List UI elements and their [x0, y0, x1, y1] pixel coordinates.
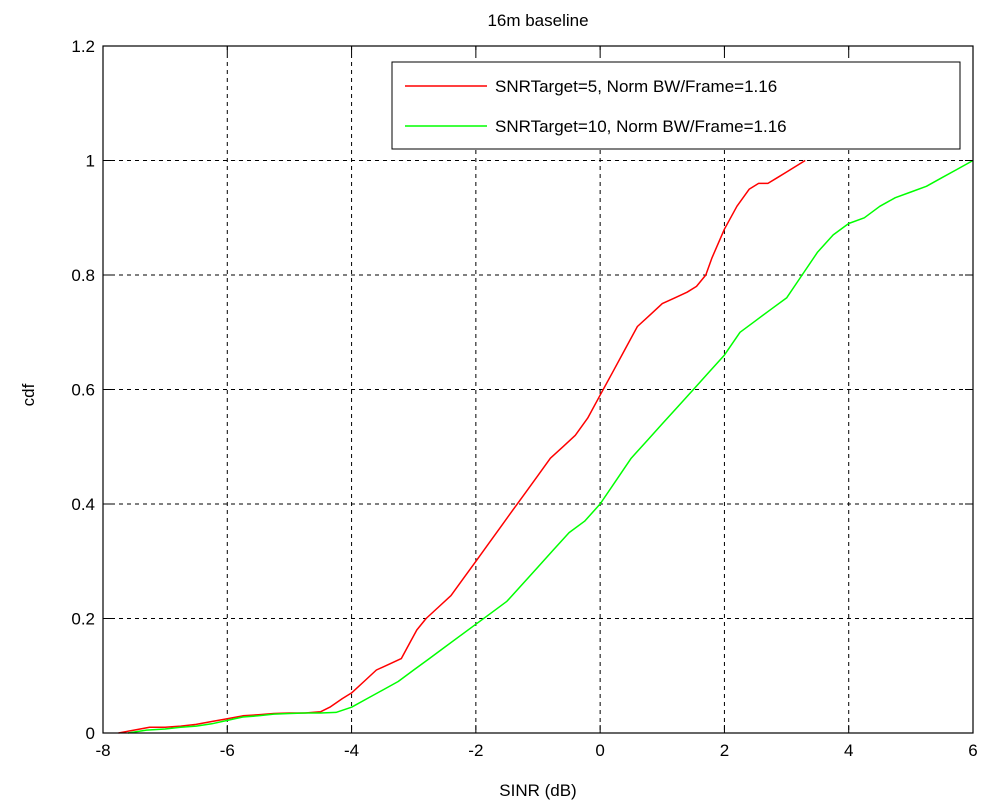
y-tick-label: 0.8	[71, 266, 95, 285]
x-tick-label: -2	[468, 741, 483, 760]
axis-ticks: -8 -6 -4 -2 0 2 4 6 0 0.2 0.4 0.6 0.8 1 1.2	[71, 37, 977, 760]
y-axis-label: cdf	[19, 383, 38, 406]
x-tick-label: 2	[720, 741, 729, 760]
y-tick-label: 0.4	[71, 495, 95, 514]
x-tick-label: 4	[844, 741, 853, 760]
x-tick-label: -6	[220, 741, 235, 760]
chart-title: 16m baseline	[487, 11, 588, 30]
legend-label-series-2: SNRTarget=10, Norm BW/Frame=1.16	[495, 117, 787, 136]
grid-lines	[103, 46, 973, 733]
series-line-1	[118, 159, 806, 734]
y-tick-label: 0	[86, 724, 95, 743]
x-tick-label: 6	[968, 741, 977, 760]
legend-box	[391, 61, 961, 150]
y-tick-label: 0.6	[71, 381, 95, 400]
series-line-2	[127, 159, 974, 734]
y-tick-label: 0.2	[71, 610, 95, 629]
x-tick-label: -4	[344, 741, 359, 760]
x-tick-label: -8	[95, 741, 110, 760]
x-tick-label: 0	[595, 741, 604, 760]
y-tick-label: 1	[86, 152, 95, 171]
series-layer	[118, 159, 974, 734]
legend-label-series-1: SNRTarget=5, Norm BW/Frame=1.16	[495, 77, 777, 96]
y-tick-label: 1.2	[71, 37, 95, 56]
x-axis-label: SINR (dB)	[499, 781, 576, 800]
legend: SNRTarget=5, Norm BW/Frame=1.16 SNRTarge…	[391, 61, 961, 150]
